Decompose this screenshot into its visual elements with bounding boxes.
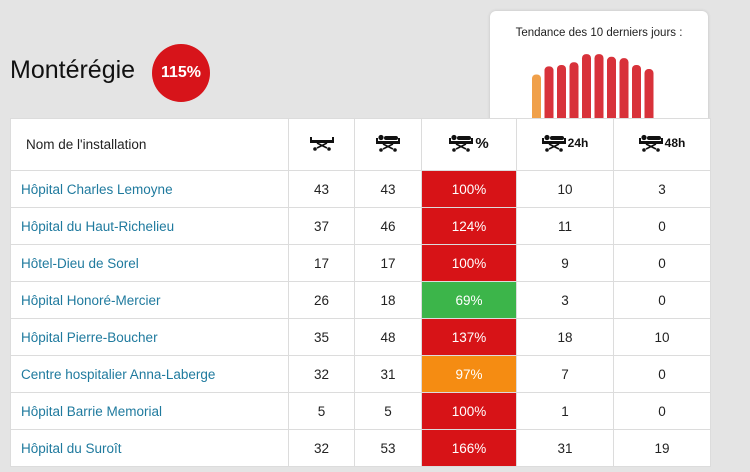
occupancy-rate: 100% [421,392,517,430]
trend-bar [544,66,554,118]
table-row: Hôpital Charles Lemoyne 43 43 100% 10 3 [10,170,711,208]
functional-stretchers: 37 [288,207,355,245]
trend-bar-base [607,114,616,118]
patients-over-24h: 7 [516,355,614,393]
stretcher-48h-icon: 48h [638,134,686,152]
occupancy-rate: 100% [421,170,517,208]
trend-bar [532,74,541,118]
patients-over-24h: 1 [516,392,614,430]
functional-stretchers: 35 [288,318,355,356]
occupied-stretcher-icon [376,134,400,152]
table-row: Centre hospitalier Anna-Laberge 32 31 97… [10,355,711,393]
trend-bar-base [644,114,654,118]
functional-stretchers: 43 [288,170,355,208]
hospital-name-link[interactable]: Hôpital du Suroît [10,429,289,467]
column-header-occupied[interactable] [354,118,422,171]
column-header-24h[interactable]: 24h [516,118,614,171]
trend-bar [557,64,566,118]
h48-suffix: 48h [664,136,686,150]
functional-stretchers: 32 [288,355,355,393]
trend-bar-base [582,114,591,118]
functional-stretchers: 5 [288,392,355,430]
stretcher-icon [309,135,334,151]
occupied-stretchers: 43 [354,170,422,208]
trend-bar-base [569,114,579,118]
trend-bar [644,69,654,118]
hospital-name-link[interactable]: Hôpital Barrie Memorial [10,392,289,430]
column-header-functional[interactable] [288,118,355,171]
occupancy-rate: 124% [421,207,517,245]
patients-over-24h: 10 [516,170,614,208]
table-row: Hôpital Barrie Memorial 5 5 100% 1 0 [10,392,711,430]
trend-bar-base [557,114,566,118]
trend-title: Tendance des 10 derniers jours : [515,27,683,39]
patients-over-48h: 3 [613,170,711,208]
occupied-stretchers: 17 [354,244,422,282]
table-row: Hôtel-Dieu de Sorel 17 17 100% 9 0 [10,244,711,282]
occupied-stretchers: 18 [354,281,422,319]
table-row: Hôpital Honoré-Mercier 26 18 69% 3 0 [10,281,711,319]
trend-bar-base [532,114,541,118]
trend-bar [607,56,616,118]
patients-over-48h: 0 [613,207,711,245]
trend-bar [569,62,579,118]
column-header-name[interactable]: Nom de l'installation [10,118,289,171]
hospital-name-link[interactable]: Centre hospitalier Anna-Laberge [10,355,289,393]
table-row: Hôpital du Haut-Richelieu 37 46 124% 11 … [10,207,711,245]
trend-bar [594,54,604,118]
region-title: Montérégie [10,56,136,84]
trend-chart [532,54,654,118]
patients-over-48h: 0 [613,392,711,430]
region-occupancy-badge: 115% [152,44,210,102]
patients-over-24h: 18 [516,318,614,356]
table-row: Hôpital du Suroît 32 53 166% 31 19 [10,429,711,467]
patients-over-24h: 3 [516,281,614,319]
occupied-stretchers: 53 [354,429,422,467]
occupancy-rate: 97% [421,355,517,393]
hospital-table: Nom de l'installation % [10,118,711,467]
occupancy-rate: 166% [421,429,517,467]
patients-over-24h: 31 [516,429,614,467]
trend-bar-base [619,114,629,118]
stretcher-24h-icon: 24h [541,134,589,152]
trend-bar-base [544,114,554,118]
occupied-stretchers: 48 [354,318,422,356]
column-header-rate[interactable]: % [421,118,517,171]
functional-stretchers: 32 [288,429,355,467]
occupancy-rate: 69% [421,281,517,319]
trend-bar [619,58,629,118]
occupied-stretchers: 31 [354,355,422,393]
patients-over-48h: 19 [613,429,711,467]
hospital-name-link[interactable]: Hôtel-Dieu de Sorel [10,244,289,282]
patients-over-24h: 9 [516,244,614,282]
trend-bar-base [594,114,604,118]
occupancy-rate: 100% [421,244,517,282]
trend-bar [632,64,641,118]
occupancy-rate: 137% [421,318,517,356]
patients-over-24h: 11 [516,207,614,245]
occupied-stretcher-percent-icon: % [449,134,489,152]
h24-suffix: 24h [567,136,589,150]
functional-stretchers: 26 [288,281,355,319]
occupied-stretchers: 5 [354,392,422,430]
percent-suffix: % [475,134,489,152]
hospital-name-link[interactable]: Hôpital Charles Lemoyne [10,170,289,208]
patients-over-48h: 10 [613,318,711,356]
table-row: Hôpital Pierre-Boucher 35 48 137% 18 10 [10,318,711,356]
trend-bar [582,54,591,118]
hospital-name-link[interactable]: Hôpital du Haut-Richelieu [10,207,289,245]
occupied-stretchers: 46 [354,207,422,245]
functional-stretchers: 17 [288,244,355,282]
patients-over-48h: 0 [613,355,711,393]
patients-over-48h: 0 [613,281,711,319]
trend-bar-base [632,114,641,118]
column-header-48h[interactable]: 48h [613,118,711,171]
hospital-name-link[interactable]: Hôpital Pierre-Boucher [10,318,289,356]
hospital-name-link[interactable]: Hôpital Honoré-Mercier [10,281,289,319]
trend-card: Tendance des 10 derniers jours : [490,11,708,131]
patients-over-48h: 0 [613,244,711,282]
table-header-row: Nom de l'installation % [10,118,711,171]
